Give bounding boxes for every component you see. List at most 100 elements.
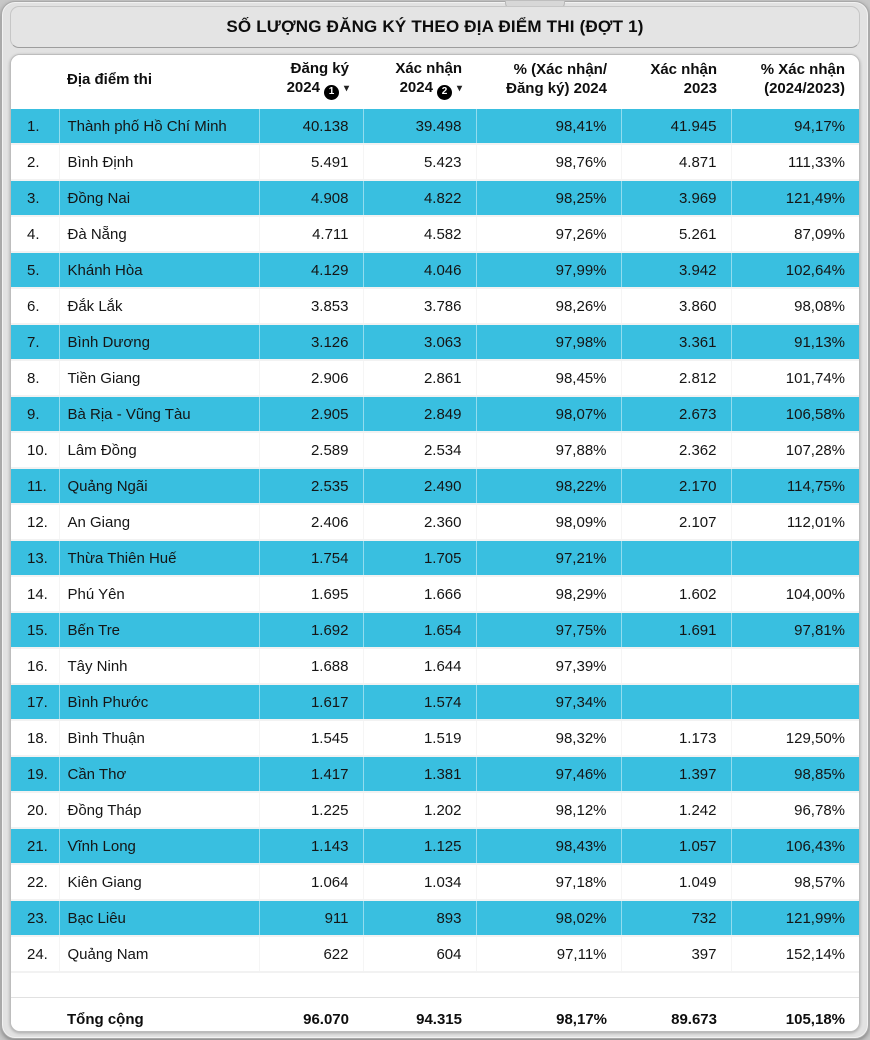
table-header: Địa điểm thi Đăng ký 2024 1 ▾ Xác nhận 202…: [11, 55, 859, 109]
sort-caret-icon[interactable]: ▾: [456, 83, 462, 94]
total-rank-cell: [11, 997, 59, 1031]
name-cell: Đồng Tháp: [58, 792, 259, 828]
pct2024-cell: 98,07%: [475, 396, 621, 432]
xn2024-cell: 5.423: [362, 144, 476, 180]
registration-table: Địa điểm thi Đăng ký 2024 1 ▾ Xác nhận 202…: [11, 55, 859, 1031]
name-cell: Khánh Hòa: [58, 252, 259, 288]
header-line: % Xác nhận: [760, 61, 845, 79]
xn2023-cell: 1.397: [620, 756, 731, 792]
table-row: 6. Đắk Lắk 3.853 3.786 98,26% 3.860 98,08%: [11, 288, 859, 324]
name-cell: Kiên Giang: [58, 864, 259, 900]
header-line: Đăng ký: [290, 60, 349, 78]
pct2024-cell: 98,02%: [475, 900, 621, 936]
table-row: 4. Đà Nẵng 4.711 4.582 97,26% 5.261 87,09%: [11, 216, 859, 252]
table-row: 22. Kiên Giang 1.064 1.034 97,18% 1.049 98,57%: [11, 864, 859, 900]
table-row: 12. An Giang 2.406 2.360 98,09% 2.107 112,01%: [11, 504, 859, 540]
header-dang-ky-2024[interactable]: Đăng ký 2024 1 ▾: [259, 55, 363, 109]
rank-cell: 12.: [11, 504, 59, 540]
total-row: Tổng cộng 96.070 94.315 98,17% 89.673 10…: [11, 997, 859, 1031]
pct-2024-2023-cell: [730, 648, 859, 684]
dk2024-cell: 1.692: [258, 612, 363, 648]
dk2024-cell: 40.138: [258, 109, 363, 144]
table-row: 23. Bạc Liêu 911 893 98,02% 732 121,99%: [11, 900, 859, 936]
pct-2024-2023-cell: 107,28%: [730, 432, 859, 468]
name-cell: Thành phố Hồ Chí Minh: [58, 109, 259, 144]
rank-cell: 24.: [11, 936, 59, 972]
xn2023-cell: 5.261: [620, 216, 731, 252]
header-location: Địa điểm thi: [59, 55, 259, 109]
pct-2024-2023-cell: 97,81%: [730, 612, 859, 648]
header-line: Xác nhận: [395, 60, 462, 78]
xn2024-cell: 4.822: [362, 180, 476, 216]
total-pct2024-cell: 98,17%: [476, 997, 621, 1031]
dk2024-cell: 1.143: [258, 828, 363, 864]
rank-cell: 8.: [11, 360, 59, 396]
header-line: % (Xác nhận/: [513, 61, 607, 79]
name-cell: Lâm Đồng: [58, 432, 259, 468]
title-bar: SỐ LƯỢNG ĐĂNG KÝ THEO ĐỊA ĐIỂM THI (ĐỢT …: [10, 6, 860, 48]
rank-cell: 21.: [11, 828, 59, 864]
name-cell: Phú Yên: [58, 576, 259, 612]
dk2024-cell: 1.545: [258, 720, 363, 756]
spacer-row: [11, 971, 859, 998]
dk2024-cell: 2.906: [258, 360, 363, 396]
pct2024-cell: 98,41%: [475, 109, 621, 144]
table-panel: Địa điểm thi Đăng ký 2024 1 ▾ Xác nhận 202…: [10, 54, 860, 1032]
xn2024-cell: 2.861: [362, 360, 476, 396]
xn2023-cell: 1.173: [620, 720, 731, 756]
pct-2024-2023-cell: 112,01%: [730, 504, 859, 540]
table-row: 11. Quảng Ngãi 2.535 2.490 98,22% 2.170 114,75…: [11, 468, 859, 504]
page-title: SỐ LƯỢNG ĐĂNG KÝ THEO ĐỊA ĐIỂM THI (ĐỢT …: [226, 17, 644, 36]
total-pct-2024-2023-cell: 105,18%: [731, 997, 859, 1031]
table-row: 13. Thừa Thiên Huế 1.754 1.705 97,21%: [11, 540, 859, 576]
header-pct-2024-2023: % Xác nhận (2024/2023): [731, 55, 859, 109]
name-cell: Bến Tre: [58, 612, 259, 648]
pct-2024-2023-cell: 98,57%: [730, 864, 859, 900]
table-footer: Tổng cộng 96.070 94.315 98,17% 89.673 10…: [11, 971, 859, 1031]
table-row: 1. Thành phố Hồ Chí Minh 40.138 39.498 98,41…: [11, 109, 859, 144]
pct-2024-2023-cell: [730, 684, 859, 720]
xn2023-cell: 732: [620, 900, 731, 936]
pct-2024-2023-cell: 114,75%: [730, 468, 859, 504]
rank-cell: 22.: [11, 864, 59, 900]
table-row: 20. Đồng Tháp 1.225 1.202 98,12% 1.242 96,78%: [11, 792, 859, 828]
pct-2024-2023-cell: 121,49%: [730, 180, 859, 216]
total-label: Tổng cộng: [59, 997, 259, 1031]
pct2024-cell: 98,12%: [475, 792, 621, 828]
xn2023-cell: 397: [620, 936, 731, 972]
pct2024-cell: 97,39%: [475, 648, 621, 684]
dk2024-cell: 1.754: [258, 540, 363, 576]
dk2024-cell: 1.064: [258, 864, 363, 900]
rank-cell: 23.: [11, 900, 59, 936]
xn2023-cell: 2.362: [620, 432, 731, 468]
rank-cell: 10.: [11, 432, 59, 468]
pct2024-cell: 98,45%: [475, 360, 621, 396]
pct2024-cell: 98,25%: [475, 180, 621, 216]
pct2024-cell: 97,46%: [475, 756, 621, 792]
pct2024-cell: 97,98%: [475, 324, 621, 360]
table-row: 24. Quảng Nam 622 604 97,11% 397 152,14%: [11, 936, 859, 972]
xn2024-cell: 2.490: [362, 468, 476, 504]
xn2023-cell: 2.812: [620, 360, 731, 396]
xn2024-cell: 1.666: [362, 576, 476, 612]
sort-caret-icon[interactable]: ▾: [343, 83, 349, 94]
dk2024-cell: 2.406: [258, 504, 363, 540]
pct2024-cell: 98,26%: [475, 288, 621, 324]
table-row: 3. Đồng Nai 4.908 4.822 98,25% 3.969 121,49%: [11, 180, 859, 216]
pct2024-cell: 97,75%: [475, 612, 621, 648]
xn2023-cell: [620, 648, 731, 684]
header-line: 2023: [683, 80, 717, 97]
table-row: 17. Bình Phước 1.617 1.574 97,34%: [11, 684, 859, 720]
xn2024-cell: 2.534: [362, 432, 476, 468]
xn2024-cell: 4.046: [362, 252, 476, 288]
name-cell: Bà Rịa - Vũng Tàu: [58, 396, 259, 432]
header-line: Đăng ký) 2024: [506, 80, 607, 97]
header-xac-nhan-2024[interactable]: Xác nhận 2024 2 ▾: [363, 55, 476, 109]
rank-cell: 15.: [11, 612, 59, 648]
pct2024-cell: 98,43%: [475, 828, 621, 864]
header-line: 2024: [286, 79, 320, 96]
pct-2024-2023-cell: 106,43%: [730, 828, 859, 864]
xn2024-cell: 1.519: [362, 720, 476, 756]
pct-2024-2023-cell: 104,00%: [730, 576, 859, 612]
